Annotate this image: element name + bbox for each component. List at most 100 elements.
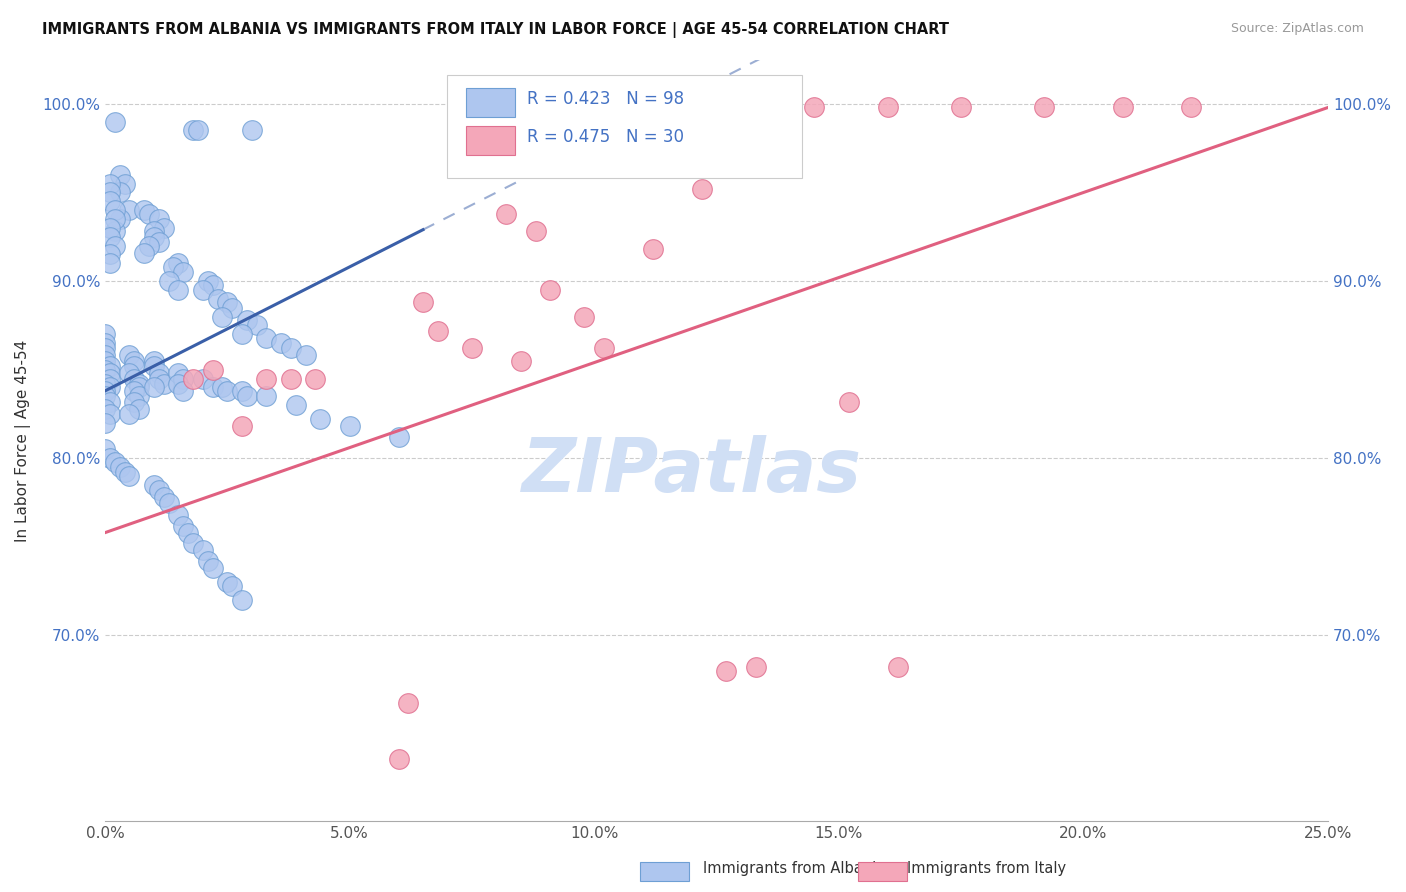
Point [201, 380, 224, 394]
Point [509, 353, 531, 368]
Point [104, 212, 127, 227]
Point [108, 460, 131, 475]
Point [309, 412, 332, 426]
Point [94, 362, 117, 376]
FancyBboxPatch shape [447, 75, 803, 178]
Point [142, 478, 165, 492]
Point [236, 313, 259, 327]
Point [387, 752, 409, 766]
Y-axis label: In Labor Force | Age 45-54: In Labor Force | Age 45-54 [15, 339, 31, 541]
Point [98, 380, 121, 394]
Point [94, 349, 117, 363]
Point [114, 177, 136, 191]
Point [172, 371, 194, 385]
Point [124, 384, 146, 398]
Point [138, 238, 160, 252]
Point [280, 371, 302, 385]
Point [124, 353, 146, 368]
Text: R = 0.423   N = 98: R = 0.423 N = 98 [527, 90, 685, 108]
Point [94, 342, 117, 356]
Point [254, 331, 277, 345]
Point [426, 324, 449, 338]
Point [177, 525, 200, 540]
Point [167, 256, 190, 270]
Point [167, 376, 190, 391]
Point [142, 359, 165, 373]
Point [187, 123, 209, 137]
Point [152, 376, 174, 391]
Point [142, 224, 165, 238]
Point [98, 359, 121, 373]
Point [197, 274, 219, 288]
Point [98, 221, 121, 235]
Point [157, 495, 180, 509]
Point [191, 543, 214, 558]
Point [167, 508, 190, 522]
Point [495, 207, 517, 221]
Point [162, 260, 184, 274]
Point [744, 660, 766, 674]
Point [118, 407, 141, 421]
Point [167, 366, 190, 380]
Point [1180, 100, 1202, 114]
Point [167, 283, 190, 297]
Point [270, 336, 292, 351]
Point [94, 401, 117, 416]
Point [231, 327, 253, 342]
Point [236, 389, 259, 403]
Point [124, 359, 146, 373]
Point [142, 229, 165, 244]
Text: Immigrants from Albania: Immigrants from Albania [703, 861, 886, 876]
Point [191, 371, 214, 385]
Point [172, 384, 194, 398]
Point [138, 207, 160, 221]
Point [94, 327, 117, 342]
Point [387, 430, 409, 444]
Point [211, 380, 233, 394]
Point [294, 349, 316, 363]
Point [240, 123, 263, 137]
Point [211, 310, 233, 324]
Point [124, 371, 146, 385]
Point [94, 442, 117, 457]
Point [412, 295, 434, 310]
Point [94, 389, 117, 403]
Point [98, 229, 121, 244]
Text: ZIPatlas: ZIPatlas [522, 434, 862, 508]
Point [538, 283, 561, 297]
Point [98, 247, 121, 261]
Point [114, 466, 136, 480]
Point [304, 371, 326, 385]
FancyBboxPatch shape [465, 87, 515, 117]
Point [98, 194, 121, 209]
Point [231, 419, 253, 434]
Point [148, 235, 170, 249]
Text: IMMIGRANTS FROM ALBANIA VS IMMIGRANTS FROM ITALY IN LABOR FORCE | AGE 45-54 CORR: IMMIGRANTS FROM ALBANIA VS IMMIGRANTS FR… [42, 22, 949, 38]
Point [148, 212, 170, 227]
Point [118, 203, 141, 218]
Point [94, 416, 117, 430]
Point [181, 371, 204, 385]
Point [207, 292, 229, 306]
Point [128, 376, 150, 391]
Text: R = 0.475   N = 30: R = 0.475 N = 30 [527, 128, 683, 146]
Point [246, 318, 269, 333]
Point [641, 242, 664, 256]
Point [730, 100, 752, 114]
Point [108, 168, 131, 182]
Point [217, 384, 239, 398]
Point [152, 490, 174, 504]
Point [128, 380, 150, 394]
Point [94, 376, 117, 391]
Point [803, 100, 825, 114]
Point [142, 380, 165, 394]
Point [197, 554, 219, 568]
Point [396, 696, 419, 710]
Point [172, 518, 194, 533]
Point [217, 295, 239, 310]
Text: Immigrants from Italy: Immigrants from Italy [907, 861, 1066, 876]
Point [98, 366, 121, 380]
Point [217, 575, 239, 590]
Point [104, 238, 127, 252]
Point [876, 100, 898, 114]
